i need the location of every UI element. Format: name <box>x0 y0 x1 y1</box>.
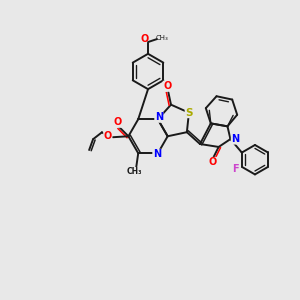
Text: O: O <box>141 34 149 44</box>
Text: CH₃: CH₃ <box>127 167 142 176</box>
Text: CH₃: CH₃ <box>155 35 168 41</box>
Text: O: O <box>113 117 122 127</box>
Text: F: F <box>232 164 239 174</box>
Text: S: S <box>185 108 193 118</box>
Text: O: O <box>208 158 217 167</box>
Text: O: O <box>104 131 112 141</box>
Text: N: N <box>231 134 239 144</box>
Text: O: O <box>163 81 171 91</box>
Text: N: N <box>153 149 161 159</box>
Text: N: N <box>155 112 163 122</box>
